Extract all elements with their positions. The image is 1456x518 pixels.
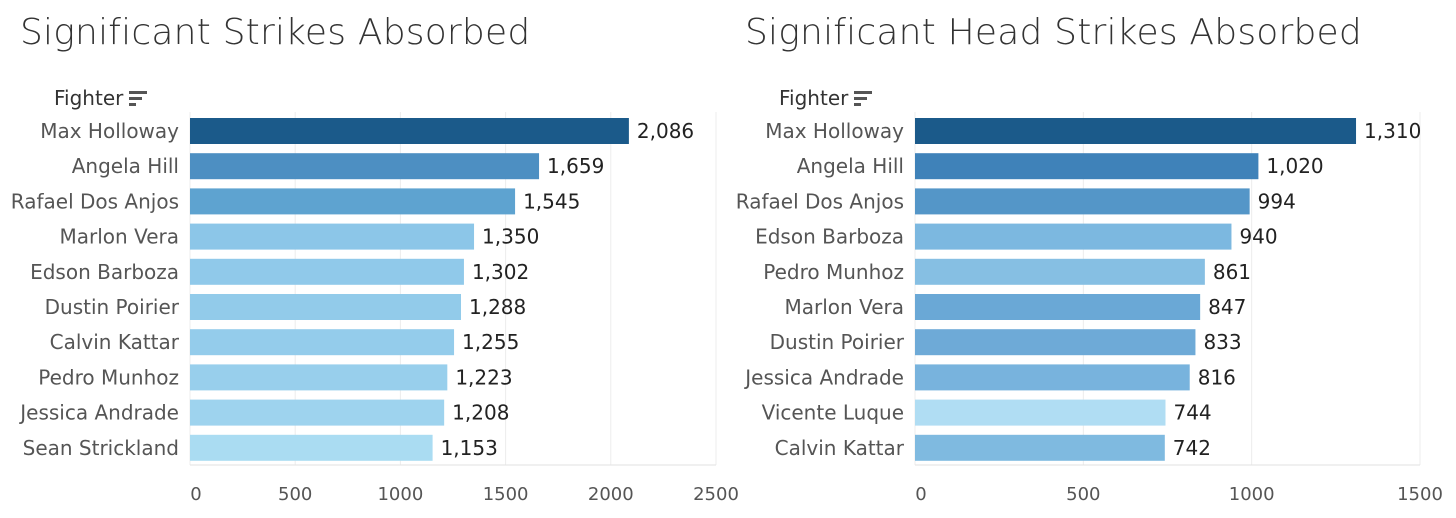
value-label: 744: [1173, 401, 1211, 425]
category-label: Vicente Luque: [762, 401, 904, 425]
value-label: 833: [1203, 330, 1241, 354]
x-tick-label: 1500: [1397, 484, 1443, 505]
bar[interactable]: [190, 364, 448, 391]
category-label: Jessica Andrade: [18, 401, 179, 425]
value-label: 1,153: [441, 436, 498, 460]
x-tick-label: 1500: [483, 484, 529, 505]
bar[interactable]: [190, 153, 540, 180]
value-label: 1,659: [547, 154, 604, 178]
bar[interactable]: [915, 118, 1357, 144]
value-label: 742: [1173, 436, 1211, 460]
x-tick-label: 0: [190, 484, 201, 505]
value-label: 1,302: [472, 260, 529, 284]
value-label: 1,255: [462, 330, 519, 354]
category-label: Edson Barboza: [755, 225, 904, 249]
x-tick-label: 1000: [1229, 484, 1275, 505]
bar[interactable]: [915, 258, 1205, 285]
bar[interactable]: [915, 188, 1250, 215]
bar[interactable]: [190, 329, 455, 356]
category-label: Dustin Poirier: [45, 295, 180, 319]
bar[interactable]: [190, 294, 461, 320]
category-label: Marlon Vera: [785, 295, 904, 319]
value-label: 1,288: [469, 295, 526, 319]
chart-title: Significant Strikes Absorbed: [20, 12, 531, 53]
x-tick-label: 1000: [377, 484, 423, 505]
category-label: Dustin Poirier: [770, 330, 905, 354]
category-label: Edson Barboza: [30, 260, 179, 284]
bar[interactable]: [915, 399, 1166, 426]
bar[interactable]: [915, 329, 1196, 356]
bar[interactable]: [190, 399, 445, 426]
category-label: Calvin Kattar: [50, 330, 180, 354]
category-label: Angela Hill: [72, 154, 179, 178]
axis-header-label: Fighter: [779, 86, 849, 110]
bar[interactable]: [190, 118, 629, 144]
bar[interactable]: [915, 153, 1259, 180]
category-label: Rafael Dos Anjos: [736, 189, 904, 213]
value-label: 994: [1258, 189, 1296, 213]
category-label: Calvin Kattar: [775, 436, 905, 460]
x-tick-label: 0: [915, 484, 926, 505]
bar[interactable]: [190, 188, 516, 215]
x-tick-label: 2500: [693, 484, 739, 505]
bar[interactable]: [915, 223, 1232, 250]
sort-descending-icon[interactable]: [854, 90, 873, 106]
chart-panel-head-strikes: Significant Head Strikes Absorbed Fighte…: [728, 0, 1456, 518]
bar-chart-head-strikes: 0 500 1000 1500 Max Holloway 1,310 Angela Hill…: [736, 112, 1443, 505]
chart-title: Significant Head Strikes Absorbed: [745, 12, 1362, 53]
value-label: 940: [1239, 225, 1277, 249]
category-label: Pedro Munhoz: [763, 260, 904, 284]
bar[interactable]: [190, 434, 433, 461]
axis-header-label: Fighter: [54, 86, 124, 110]
category-label: Angela Hill: [797, 154, 904, 178]
category-label: Max Holloway: [765, 119, 904, 143]
value-label: 1,223: [455, 365, 512, 389]
bar[interactable]: [190, 223, 475, 250]
value-label: 816: [1198, 365, 1236, 389]
fighter-axis-header[interactable]: Fighter: [779, 86, 873, 110]
sort-descending-icon[interactable]: [129, 90, 148, 106]
x-tick-label: 500: [1066, 484, 1100, 505]
bar-chart-strikes: 0 500 1000 1500 2000 2500 Max Holloway 2,086 Ang…: [11, 112, 739, 505]
category-label: Max Holloway: [40, 119, 179, 143]
category-label: Pedro Munhoz: [38, 365, 179, 389]
value-label: 1,020: [1266, 154, 1323, 178]
category-label: Jessica Andrade: [743, 365, 904, 389]
bar[interactable]: [190, 258, 464, 285]
x-tick-label: 500: [278, 484, 312, 505]
fighter-axis-header[interactable]: Fighter: [54, 86, 148, 110]
value-label: 1,545: [523, 189, 580, 213]
bar[interactable]: [915, 294, 1201, 320]
value-label: 1,350: [482, 225, 539, 249]
value-label: 1,208: [452, 401, 509, 425]
chart-panel-strikes: Significant Strikes Absorbed Fighter 0 50…: [11, 12, 739, 505]
value-label: 2,086: [637, 119, 694, 143]
category-label: Marlon Vera: [60, 225, 179, 249]
value-label: 1,310: [1364, 119, 1421, 143]
x-tick-label: 2000: [588, 484, 634, 505]
category-label: Sean Strickland: [23, 436, 179, 460]
bar[interactable]: [915, 434, 1165, 461]
value-label: 847: [1208, 295, 1246, 319]
bar[interactable]: [915, 364, 1190, 391]
category-label: Rafael Dos Anjos: [11, 189, 179, 213]
value-label: 861: [1213, 260, 1251, 284]
